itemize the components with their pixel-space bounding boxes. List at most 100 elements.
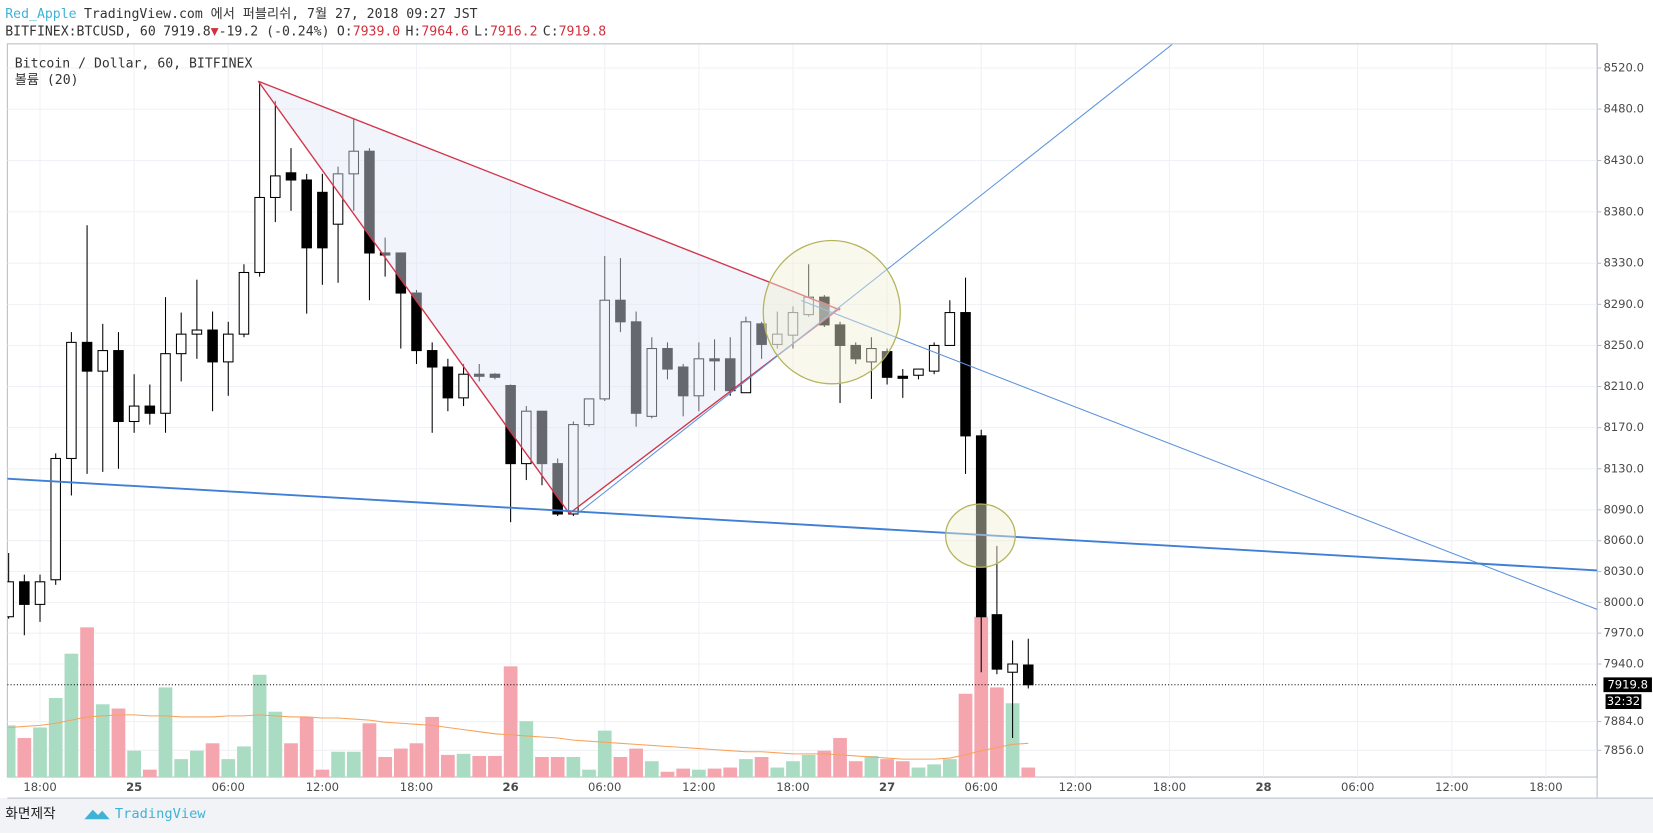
x-tick-label: 25 (126, 780, 142, 794)
volume-bar (456, 753, 471, 778)
volume-bar (911, 767, 926, 778)
down-arrow: ▼ (211, 25, 219, 40)
volume-bar (692, 769, 706, 778)
candle-body (1023, 664, 1034, 686)
candle-body (677, 366, 689, 397)
ohlc-value: 7919.8 (559, 25, 607, 40)
trend-line (257, 80, 570, 514)
ohlc-key: C: (543, 25, 559, 40)
candle-body (944, 312, 956, 346)
candle-body (991, 614, 1003, 670)
volume-bar (676, 768, 691, 778)
candle-body (536, 410, 548, 465)
y-tick-label: 8480.0 (1603, 102, 1644, 116)
candle-body (599, 299, 611, 400)
candle-body (1007, 663, 1018, 673)
y-tick-label: 8520.0 (1603, 60, 1644, 74)
x-tick-label: 06:00 (212, 780, 245, 794)
volume-bar (142, 769, 157, 778)
x-tick-label: 06:00 (965, 780, 998, 794)
candle-body (270, 175, 281, 199)
y-tick-label: 8430.0 (1603, 153, 1644, 167)
volume-bar (268, 711, 283, 778)
volume-bar (864, 755, 879, 778)
candle-body (615, 299, 626, 323)
volume-bar (488, 755, 502, 778)
x-tick-label: 12:00 (1059, 780, 1092, 794)
y-tick-label: 8090.0 (1603, 502, 1644, 516)
candle-body (928, 344, 940, 372)
candle-body (222, 333, 234, 363)
volume-bar (550, 757, 565, 778)
volume-bar (111, 708, 126, 778)
volume-bar (174, 759, 189, 778)
y-tick-label: 8030.0 (1603, 564, 1644, 578)
volume-bar (299, 716, 314, 778)
volume-bar (362, 723, 377, 778)
x-tick-label: 12:00 (1435, 780, 1468, 794)
volume-bar (80, 627, 94, 778)
x-tick-label: 18:00 (1153, 780, 1186, 794)
ohlc-key: O: (337, 25, 353, 40)
candle-body (301, 179, 312, 249)
candle-body (317, 191, 328, 249)
plot (7, 81, 1598, 778)
y-tick-label: 8290.0 (1603, 297, 1644, 311)
published: TradingView.com 에서 퍼블리쉬, 7월 27, 2018 09:… (84, 6, 478, 22)
candle-body (662, 348, 673, 370)
volume-bar (895, 761, 910, 778)
y-tick-label: 8060.0 (1603, 533, 1644, 547)
footer-brand[interactable]: TradingView (115, 806, 206, 822)
x-tick-label: 12:00 (682, 780, 715, 794)
volume-bar (472, 755, 487, 778)
candle-body (34, 581, 46, 605)
footer-credit: 화면제작 (5, 806, 56, 822)
volume-bar (833, 738, 847, 778)
volume-bar (974, 616, 989, 778)
candle-body (411, 292, 422, 352)
x-tick-label: 28 (1256, 780, 1272, 794)
candle-body (128, 405, 140, 423)
volume-bar (629, 748, 643, 778)
volume-bar (707, 768, 722, 778)
y-tick-label: 8250.0 (1603, 338, 1644, 352)
x-tick-label: 27 (879, 780, 895, 794)
footer-bar (0, 798, 1653, 833)
candle-body (787, 312, 799, 336)
candle-body (238, 271, 250, 335)
volume-bar (1005, 703, 1020, 778)
volume-bar (205, 743, 220, 778)
volume-bar (644, 761, 659, 778)
volume-bar (880, 759, 894, 778)
candle-body (552, 463, 563, 515)
candle-body (19, 581, 30, 605)
last: 7919.8 (163, 25, 211, 40)
volume-bar (378, 757, 392, 778)
volume-bar (739, 759, 753, 778)
symbol: BITFINEX:BTCUSD, 60 (5, 25, 156, 40)
volume-bar (425, 716, 440, 778)
author-link[interactable]: Red_Apple (5, 7, 76, 22)
candle-body (881, 351, 893, 378)
highlight-circle (944, 503, 1016, 568)
candle-body (960, 312, 971, 437)
volume-bar (409, 743, 424, 778)
volume-bar (519, 721, 534, 778)
chart-title: Bitcoin / Dollar, 60, BITFINEX (15, 56, 253, 71)
tradingview-logo (84, 809, 110, 820)
volume-bar (927, 764, 942, 778)
volume-bar (566, 757, 581, 778)
candle-body (97, 350, 109, 372)
y-tick-label: 7970.0 (1603, 626, 1644, 640)
candle-body (834, 324, 846, 346)
volume-bar (315, 769, 330, 778)
candle-body (583, 398, 595, 426)
change: -19.2 (-0.24%) (219, 25, 330, 40)
countdown-box (1605, 694, 1642, 710)
y-tick-label: 8170.0 (1603, 420, 1644, 434)
volume-bar (7, 725, 16, 778)
candle-body (285, 172, 297, 181)
volume-bar (346, 751, 361, 778)
volume-bar (441, 754, 455, 778)
volume-bar (723, 767, 738, 778)
